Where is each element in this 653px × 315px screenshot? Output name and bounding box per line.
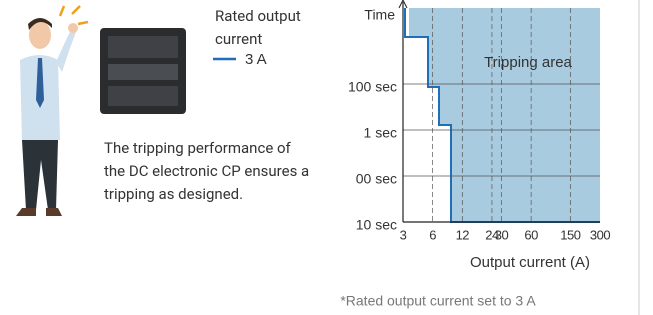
- device-illustration: [100, 28, 186, 114]
- x-axis-label: Output current (A): [470, 254, 590, 271]
- page: 3 A *Rated output current set to 3 A 10 …: [0, 0, 653, 315]
- x-tick-label: 300: [590, 227, 610, 242]
- legend-title: Rated output current: [215, 5, 335, 51]
- y-tick-label: 00 sec: [356, 171, 397, 187]
- x-tick-label: 60: [524, 227, 538, 242]
- x-tick-label: 30: [495, 227, 509, 242]
- caption: The tripping performance of the DC elect…: [104, 137, 314, 206]
- x-tick-label: 150: [560, 227, 580, 242]
- annotation: Tripping area: [484, 54, 572, 71]
- x-tick-label: 3: [400, 227, 407, 242]
- y-axis-label: Time: [364, 7, 395, 23]
- y-tick-label: 100 sec: [348, 79, 397, 95]
- legend-label: 3 A: [245, 51, 267, 68]
- tripping-area: [409, 8, 600, 222]
- x-tick-label: 12: [456, 227, 470, 242]
- y-tick-label: 1 sec: [364, 125, 397, 141]
- footnote: *Rated output current set to 3 A: [340, 293, 536, 309]
- x-tick-label: 6: [429, 227, 436, 242]
- y-tick-label: 10 sec: [356, 217, 397, 233]
- person-illustration: [16, 6, 88, 216]
